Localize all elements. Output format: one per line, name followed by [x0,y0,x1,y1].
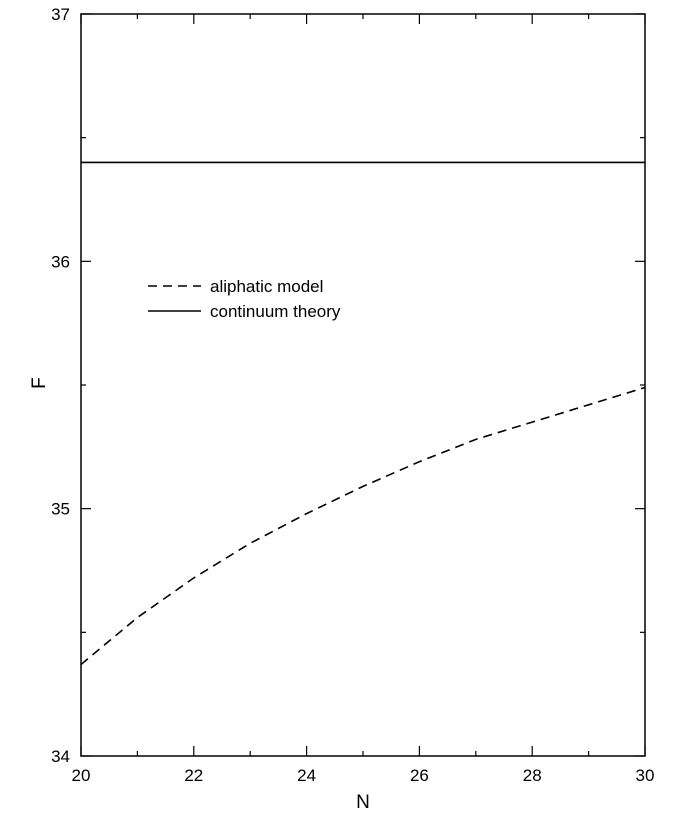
y-tick-label-35: 35 [51,500,70,519]
y-tick-label-37: 37 [51,5,70,24]
x-tick-label-30: 30 [636,766,655,785]
y-axis-label: F [29,377,50,389]
x-tick-label-24: 24 [297,766,316,785]
x-tick-label-28: 28 [523,766,542,785]
series-group [80,161,646,666]
x-axis-label: N [356,792,370,813]
tick-labels: 20 22 24 26 28 30 34 35 36 37 [51,5,654,785]
plot-frame [80,13,646,757]
x-tick-label-26: 26 [410,766,429,785]
legend-label-continuum-theory: continuum theory [210,302,341,321]
x-tick-label-22: 22 [184,766,203,785]
series-line-aliphatic-model [80,386,646,666]
x-tick-label-20: 20 [72,766,91,785]
axis-ticks [80,13,646,757]
legend-label-aliphatic-model: aliphatic model [210,277,323,296]
y-tick-label-36: 36 [51,252,70,271]
legend: aliphatic model continuum theory [148,277,341,321]
y-tick-label-34: 34 [51,747,70,766]
